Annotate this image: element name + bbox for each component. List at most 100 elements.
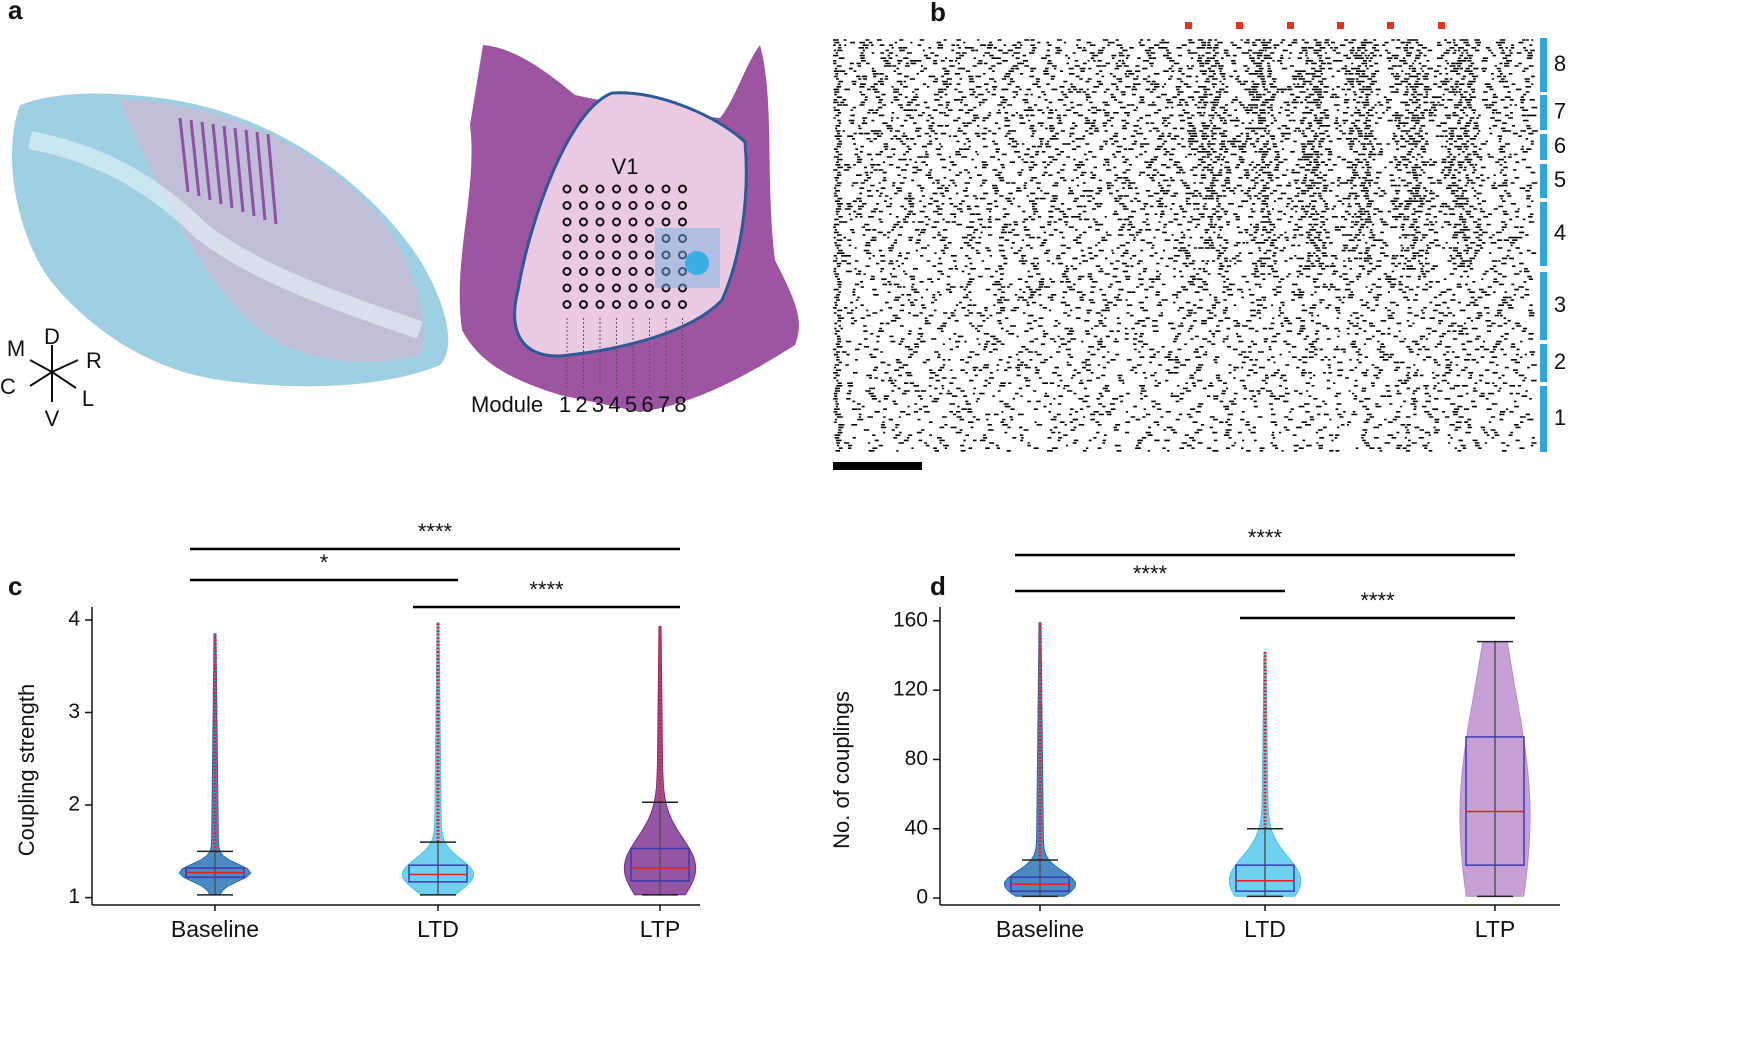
stim-marker [1438,22,1445,29]
electrode [678,201,687,210]
violin [1003,622,1077,897]
violin [178,633,252,896]
module-number: 8 [1554,51,1566,76]
y-tick-label: 4 [68,608,80,631]
electrode [628,201,638,210]
electrode [645,217,654,227]
spike-raster [833,39,1538,452]
electrode [628,300,638,309]
module-bar [1540,95,1547,130]
electrode [628,283,638,293]
electrode [579,283,588,293]
y-tick-label: 80 [905,747,928,770]
orientation-label: R [86,348,102,373]
y-tick-label: 160 [893,608,928,631]
electrode [595,234,605,243]
electrode [661,300,671,309]
electrode [595,184,605,194]
module-number: 2 [575,392,587,417]
significance-label: **** [1360,588,1395,613]
electrode [562,217,572,227]
electrode [595,217,605,227]
electrode [628,234,638,243]
stim-marker [1236,22,1243,29]
panel-label: b [930,0,946,27]
electrode [678,184,687,194]
box [1465,736,1525,866]
electrode [661,184,671,194]
electrode [678,250,687,260]
electrode [579,184,588,194]
electrode [661,267,671,276]
electrode [628,217,638,227]
x-tick-label: LTD [1244,916,1286,942]
spikes [833,39,1538,452]
electrode [579,234,588,243]
module-number: 4 [1554,220,1566,245]
scale-bar [833,462,922,470]
electrode [661,283,671,293]
electrode [595,283,605,293]
significance-label: * [320,550,329,575]
module-number: 1 [559,392,571,417]
orientation-label: M [7,336,25,361]
electrode [612,300,621,309]
electrode [562,201,572,210]
electrode [562,250,572,260]
electrode [612,201,621,210]
region-label: V1 [612,154,639,179]
violin [1228,651,1302,897]
significance-label: **** [1248,525,1283,550]
module-bar [1540,134,1547,160]
electrode [579,250,588,260]
electrode [579,201,588,210]
module-number: 4 [608,392,620,417]
module-guides [566,318,683,390]
module-bar [1540,272,1547,340]
box [630,847,690,882]
y-axis-label: No. of couplings [829,691,854,849]
box [1235,864,1295,892]
module-bar [1540,386,1547,452]
electrode [645,184,654,194]
module-number: 6 [1554,133,1566,158]
significance-label: **** [529,577,564,602]
module-number: 3 [1554,292,1566,317]
module-bar [1540,344,1547,382]
electrode [612,283,621,293]
module-number: 1 [1554,405,1566,430]
module-bar [1540,164,1547,198]
electrode [562,184,572,194]
electrode [612,217,621,227]
electrode [579,300,588,309]
electrode [595,250,605,260]
electrode [595,201,605,210]
module-number: 5 [1554,167,1566,192]
electrode [678,283,687,293]
electrode [645,201,654,210]
electrode [645,234,654,243]
module-bar [1540,202,1547,266]
stim-marker [1287,22,1294,29]
electrode [612,184,621,194]
stim-site [685,251,709,275]
electrode [579,267,588,276]
electrode [678,300,687,309]
electrode [628,184,638,194]
x-tick-label: LTP [1475,916,1515,942]
electrode-grid [562,184,687,309]
y-tick-label: 0 [916,886,928,909]
module-number: 5 [625,392,637,417]
y-tick-label: 1 [68,885,80,908]
electrode [628,267,638,276]
x-tick-label: Baseline [996,916,1084,942]
module-number: 2 [1554,349,1566,374]
electrode [562,300,572,309]
electrode [645,283,654,293]
electrode [562,283,572,293]
electrode [612,234,621,243]
electrode [612,250,621,260]
orientation-label: V [45,406,60,431]
x-tick-label: LTP [640,916,680,942]
